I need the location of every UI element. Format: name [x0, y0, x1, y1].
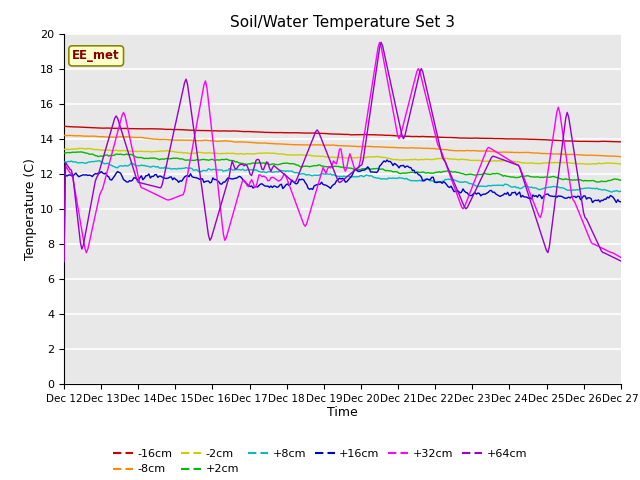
X-axis label: Time: Time [327, 407, 358, 420]
Text: EE_met: EE_met [72, 49, 120, 62]
Y-axis label: Temperature (C): Temperature (C) [24, 158, 37, 260]
Legend: -16cm, -8cm, -2cm, +2cm, +8cm, +16cm, +32cm, +64cm: -16cm, -8cm, -2cm, +2cm, +8cm, +16cm, +3… [113, 449, 527, 474]
Title: Soil/Water Temperature Set 3: Soil/Water Temperature Set 3 [230, 15, 455, 30]
